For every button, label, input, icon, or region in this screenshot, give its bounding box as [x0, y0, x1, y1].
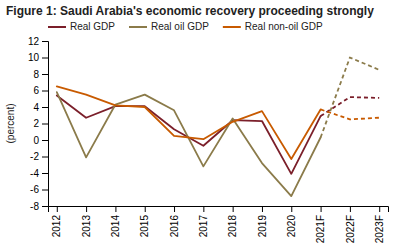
y-tick: -4: [30, 168, 48, 179]
y-tick: 0: [33, 135, 48, 146]
series-line: [57, 92, 321, 196]
x-tick: 2016: [169, 206, 180, 237]
x-tick-mark: [57, 206, 58, 212]
y-tick: -6: [30, 184, 48, 195]
y-tick-mark: [42, 206, 48, 207]
y-tick-label: 6: [33, 85, 39, 96]
x-tick-mark: [233, 206, 234, 212]
plot: -8-6-4-202468101220122013201420152016201…: [28, 36, 389, 244]
x-tick: 2022F: [345, 206, 356, 243]
x-tick: 2019: [257, 206, 268, 237]
x-tick-label: 2015: [139, 215, 150, 238]
legend-label: Real GDP: [70, 21, 115, 32]
y-tick-label: 4: [33, 102, 39, 113]
x-tick-mark: [145, 206, 146, 212]
x-tick-mark: [115, 206, 116, 212]
x-tick: 2018: [227, 206, 238, 237]
series-line: [321, 109, 380, 119]
y-tick: -8: [30, 201, 48, 212]
y-tick-mark: [42, 58, 48, 59]
x-tick-label: 2013: [81, 215, 92, 238]
y-tick-label: -2: [30, 151, 39, 162]
x-tick: 2023F: [374, 206, 385, 243]
legend-item: Real oil GDP: [129, 21, 209, 32]
y-axis: -8 -6 -4 -2 0 2 4 6 8 10 12: [28, 36, 49, 212]
y-tick: 8: [33, 69, 48, 80]
y-tick-label: 12: [28, 36, 40, 47]
x-tick-label: 2012: [51, 215, 62, 238]
series-line: [57, 86, 321, 159]
x-tick-label: 2014: [110, 215, 121, 238]
y-tick: -2: [30, 151, 48, 162]
y-tick-mark: [42, 74, 48, 75]
series-line: [57, 95, 321, 173]
x-axis: 2012 2013 2014 2015 2016 2017 2018 2019 2020 2021…: [49, 206, 389, 243]
y-tick-mark: [42, 41, 48, 42]
x-tick-label: 2016: [169, 215, 180, 238]
legend-item: Real non-oil GDP: [223, 21, 323, 32]
x-tick-mark: [86, 206, 87, 212]
y-tick: 10: [28, 52, 48, 63]
x-tick-mark: [203, 206, 204, 212]
x-tick-label: 2017: [198, 215, 209, 238]
y-tick-mark: [42, 157, 48, 158]
title: Figure 1: Saudi Arabia's economic recove…: [6, 4, 374, 18]
x-tick-label: 2021F: [315, 215, 326, 243]
x-tick-label: 2019: [257, 215, 268, 238]
x-axis-line: [49, 207, 389, 213]
x-tick-label: 2022F: [345, 215, 356, 243]
x-tick-mark: [174, 206, 175, 212]
x-tick-label: 2020: [286, 215, 297, 238]
legend: Real GDP Real oil GDP Real non-oil GDP: [48, 21, 323, 32]
series-line: [321, 58, 380, 138]
legend-swatch: [129, 26, 147, 28]
x-tick-mark: [350, 206, 351, 212]
y-tick-mark: [42, 124, 48, 125]
x-tick-mark: [262, 206, 263, 212]
y-tick-label: 0: [33, 135, 39, 146]
y-tick: 2: [33, 118, 48, 129]
y-tick-label: 2: [33, 118, 39, 129]
y-axis-title: (percent): [5, 103, 16, 143]
lines: [57, 58, 379, 197]
x-tick: 2021F: [315, 206, 326, 243]
legend-item: Real GDP: [48, 21, 115, 32]
legend-label: Real non-oil GDP: [245, 21, 323, 32]
legend-swatch: [223, 26, 241, 28]
x-tick-label: 2023F: [374, 215, 385, 243]
y-tick-label: -8: [30, 201, 39, 212]
x-tick: 2014: [110, 206, 121, 237]
x-tick: 2020: [286, 206, 297, 237]
chart: Figure 1: Saudi Arabia's economic recove…: [0, 0, 400, 246]
y-tick-mark: [42, 173, 48, 174]
y-tick-label: 8: [33, 69, 39, 80]
y-tick-mark: [42, 107, 48, 108]
y-tick: 4: [33, 102, 48, 113]
x-tick: 2017: [198, 206, 209, 237]
y-tick-label: -4: [30, 168, 39, 179]
y-axis-line: [42, 42, 49, 207]
x-tick-mark: [379, 206, 380, 212]
y-tick: 6: [33, 85, 48, 96]
y-tick: 12: [28, 36, 48, 47]
x-tick: 2015: [139, 206, 150, 237]
x-tick-mark: [321, 206, 322, 212]
x-tick: 2012: [51, 206, 62, 237]
y-tick-mark: [42, 91, 48, 92]
x-tick: 2013: [81, 206, 92, 237]
y-tick-mark: [42, 140, 48, 141]
legend-label: Real oil GDP: [151, 21, 209, 32]
x-tick-mark: [291, 206, 292, 212]
legend-swatch: [48, 26, 66, 28]
y-tick-mark: [42, 190, 48, 191]
x-tick-label: 2018: [227, 215, 238, 238]
y-tick-label: -6: [30, 184, 39, 195]
y-tick-label: 10: [28, 52, 40, 63]
